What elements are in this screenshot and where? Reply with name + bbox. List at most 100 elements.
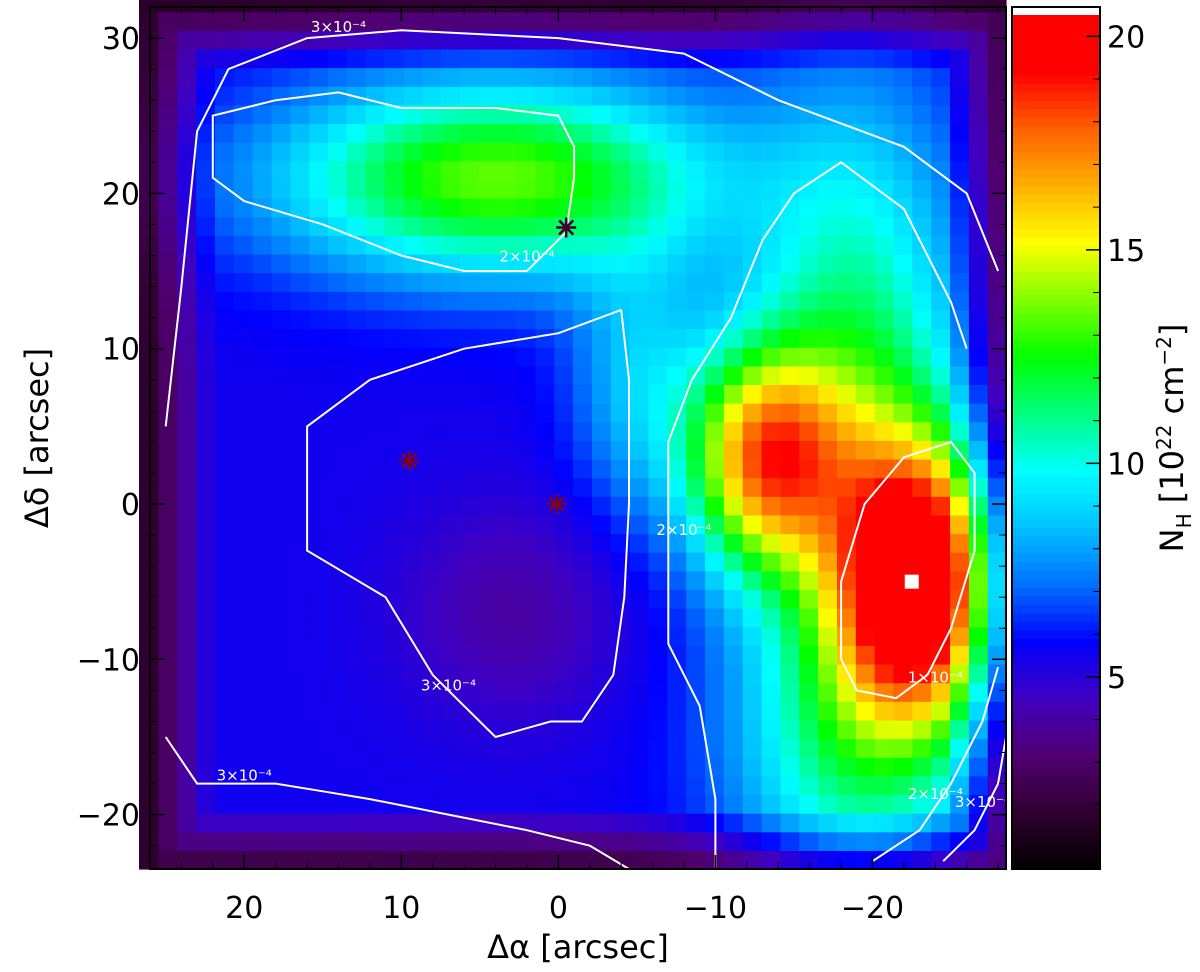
heatmap-cell <box>440 813 461 833</box>
heatmap-cell <box>817 309 837 330</box>
contour-line <box>164 736 630 870</box>
heatmap-cell <box>214 738 234 758</box>
heatmap-cell <box>666 272 687 292</box>
heatmap-cell <box>930 253 951 274</box>
heatmap-cell <box>402 477 423 497</box>
heatmap-cell <box>459 775 479 796</box>
heatmap-cell <box>855 86 875 106</box>
heatmap-cell <box>327 347 347 367</box>
heatmap-cell <box>459 645 479 665</box>
heatmap-cell <box>270 179 291 199</box>
heatmap-cell <box>139 701 159 721</box>
heatmap-cell <box>685 179 706 199</box>
heatmap-cell <box>195 86 215 106</box>
heatmap-cell <box>798 179 819 199</box>
heatmap-cell <box>139 514 159 535</box>
heatmap-cell <box>874 216 894 236</box>
heatmap-cell <box>327 514 347 535</box>
heatmap-cell <box>685 253 706 274</box>
heatmap-cell <box>459 477 479 497</box>
heatmap-cell <box>723 86 743 106</box>
heatmap-cell <box>629 235 649 255</box>
heatmap-cell <box>365 552 385 572</box>
heatmap-cell <box>704 533 724 553</box>
heatmap-cell <box>779 198 800 218</box>
heatmap-cell <box>365 570 385 591</box>
heatmap-cell <box>760 552 781 572</box>
heatmap-cell <box>723 403 743 423</box>
heatmap-cell <box>911 198 932 218</box>
colorbar-band <box>1012 527 1100 537</box>
heatmap-cell <box>176 347 197 367</box>
heatmap-cell <box>252 533 272 553</box>
heatmap-cell <box>723 757 743 777</box>
heatmap-cell <box>402 421 423 441</box>
heatmap-cell <box>139 496 159 516</box>
colorbar-band <box>1012 612 1100 622</box>
heatmap-cell <box>968 309 988 330</box>
heatmap-cell <box>723 30 743 50</box>
heatmap-cell <box>987 67 1007 87</box>
heatmap-cell <box>402 235 423 255</box>
colorbar-band <box>1012 40 1100 50</box>
heatmap-cell <box>930 86 951 106</box>
heatmap-cell <box>610 514 630 535</box>
heatmap-cell <box>610 626 630 646</box>
heatmap-cell <box>779 384 800 404</box>
heatmap-cell <box>421 11 442 31</box>
heatmap-cell <box>139 123 159 143</box>
heatmap-cell <box>214 48 234 69</box>
heatmap-cell <box>855 775 875 796</box>
heatmap-cell <box>949 458 969 479</box>
heatmap-cell <box>704 514 724 535</box>
heatmap-cell <box>685 477 706 497</box>
heatmap-cell <box>591 198 611 218</box>
colorbar-band <box>1012 604 1100 614</box>
heatmap-cell <box>760 682 781 702</box>
heatmap-cell <box>968 86 988 106</box>
heatmap-cell <box>760 589 781 609</box>
heatmap-cell <box>779 757 800 777</box>
colorbar-tick-label: 15 <box>1107 234 1145 269</box>
heatmap-cell <box>874 514 894 535</box>
heatmap-cell <box>497 30 517 50</box>
heatmap-cell <box>497 831 517 851</box>
heatmap-cell <box>308 179 329 199</box>
heatmap-cell <box>874 30 894 50</box>
heatmap-cell <box>817 403 837 423</box>
heatmap-cell <box>572 682 592 702</box>
heatmap-cell <box>214 272 234 292</box>
heatmap-cell <box>553 794 574 814</box>
heatmap-cell <box>233 123 253 143</box>
heatmap-cell <box>176 86 197 106</box>
heatmap-cell <box>723 384 743 404</box>
heatmap-cell <box>949 645 969 665</box>
heatmap-cell <box>666 198 687 218</box>
colorbar-label-close: ] <box>1153 324 1191 336</box>
heatmap-cell <box>384 850 404 870</box>
heatmap-cell <box>497 440 517 460</box>
heatmap-cell <box>421 682 442 702</box>
y-tick-label: −10 <box>77 643 140 678</box>
heatmap-cell <box>176 663 197 684</box>
heatmap-cell <box>308 533 329 553</box>
heatmap-cell <box>459 757 479 777</box>
heatmap-cell <box>874 440 894 460</box>
heatmap-cell <box>779 67 800 87</box>
heatmap-cell <box>987 570 1007 591</box>
colorbar-band <box>1012 501 1100 511</box>
heatmap-cell <box>591 496 611 516</box>
heatmap-cell <box>723 291 743 311</box>
heatmap-cell <box>402 663 423 684</box>
heatmap-cell <box>252 589 272 609</box>
heatmap-cell <box>874 384 894 404</box>
heatmap-cell <box>497 608 517 628</box>
heatmap-cell <box>421 365 442 386</box>
heatmap-cell <box>553 775 574 796</box>
heatmap-cell <box>968 123 988 143</box>
heatmap-cell <box>384 645 404 665</box>
heatmap-cell <box>874 570 894 591</box>
colorbar-band <box>1012 834 1100 844</box>
heatmap-cell <box>836 645 856 665</box>
heatmap-cell <box>270 328 291 348</box>
